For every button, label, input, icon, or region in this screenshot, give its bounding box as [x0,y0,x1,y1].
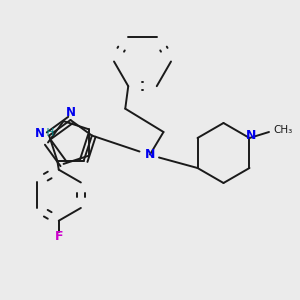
Text: N: N [246,129,256,142]
Text: H: H [40,128,54,138]
Text: F: F [55,230,63,243]
Text: N: N [65,106,76,119]
Text: N: N [145,148,155,161]
Text: CH₃: CH₃ [274,125,293,136]
Text: N: N [34,127,44,140]
